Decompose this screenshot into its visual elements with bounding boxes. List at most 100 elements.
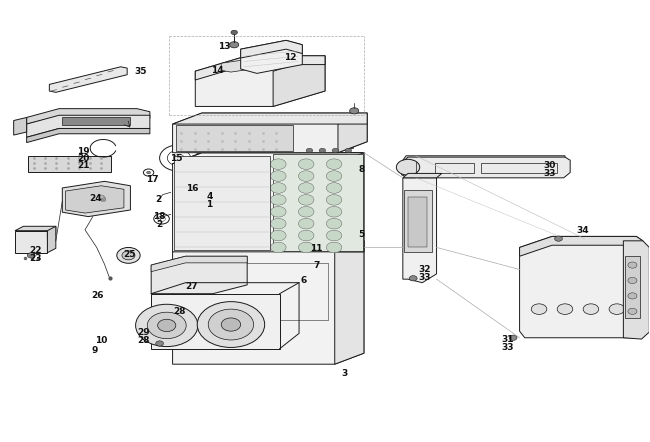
Circle shape [148, 312, 186, 339]
Polygon shape [335, 152, 364, 252]
Circle shape [231, 30, 237, 34]
Circle shape [298, 183, 314, 193]
Text: 24: 24 [90, 194, 102, 203]
Text: 25: 25 [123, 250, 135, 259]
Circle shape [319, 149, 326, 152]
Polygon shape [47, 226, 56, 253]
Circle shape [345, 149, 352, 152]
Circle shape [557, 304, 573, 314]
Circle shape [100, 197, 105, 201]
Circle shape [628, 278, 637, 284]
Polygon shape [403, 156, 565, 164]
Polygon shape [240, 40, 302, 58]
Polygon shape [519, 236, 643, 338]
Text: 32: 32 [419, 265, 431, 274]
Circle shape [326, 194, 342, 205]
Polygon shape [195, 56, 325, 80]
Circle shape [306, 149, 313, 152]
Text: 28: 28 [174, 307, 186, 316]
Polygon shape [27, 109, 150, 124]
Text: 20: 20 [77, 154, 90, 163]
Polygon shape [625, 256, 640, 318]
Circle shape [326, 230, 342, 241]
Text: 29: 29 [137, 328, 150, 336]
Circle shape [350, 108, 359, 114]
Text: 26: 26 [92, 290, 104, 300]
Text: 33: 33 [419, 273, 431, 282]
Polygon shape [519, 236, 643, 256]
Text: 22: 22 [29, 247, 42, 255]
Polygon shape [173, 241, 364, 364]
Text: 6: 6 [300, 276, 307, 285]
Circle shape [100, 196, 105, 199]
Polygon shape [623, 241, 649, 339]
Text: 31: 31 [502, 335, 514, 343]
Polygon shape [402, 157, 570, 178]
Circle shape [136, 304, 198, 347]
Bar [41, 125, 44, 128]
Polygon shape [273, 56, 325, 107]
Circle shape [298, 159, 314, 169]
Polygon shape [408, 197, 428, 248]
Polygon shape [14, 118, 27, 135]
Polygon shape [15, 231, 47, 253]
Polygon shape [15, 226, 56, 239]
Bar [306, 135, 314, 149]
Circle shape [628, 293, 637, 299]
Text: 21: 21 [77, 161, 90, 170]
Text: 33: 33 [502, 343, 514, 351]
Bar [344, 135, 353, 149]
Circle shape [197, 301, 265, 347]
Polygon shape [403, 173, 442, 178]
Circle shape [326, 171, 342, 181]
Circle shape [298, 218, 314, 229]
Circle shape [156, 341, 164, 346]
Circle shape [158, 319, 176, 332]
Polygon shape [62, 118, 131, 125]
Text: 19: 19 [77, 147, 90, 156]
Circle shape [270, 171, 286, 181]
Polygon shape [195, 56, 325, 107]
Circle shape [270, 218, 286, 229]
Circle shape [326, 242, 342, 253]
Circle shape [27, 253, 35, 258]
Circle shape [117, 248, 140, 263]
Text: 30: 30 [543, 161, 556, 171]
Text: 15: 15 [170, 154, 182, 163]
Circle shape [298, 206, 314, 217]
Circle shape [326, 206, 342, 217]
Polygon shape [151, 256, 247, 272]
Text: 5: 5 [358, 230, 365, 239]
Polygon shape [173, 113, 367, 152]
Circle shape [298, 194, 314, 205]
Text: 17: 17 [146, 175, 159, 183]
Polygon shape [49, 67, 127, 92]
Circle shape [298, 242, 314, 253]
Polygon shape [174, 156, 270, 250]
Circle shape [326, 218, 342, 229]
Polygon shape [27, 129, 150, 143]
Polygon shape [151, 256, 247, 293]
Polygon shape [151, 293, 280, 349]
Circle shape [298, 230, 314, 241]
Circle shape [326, 159, 342, 169]
Polygon shape [62, 181, 131, 217]
Text: 28: 28 [137, 336, 150, 345]
Text: 7: 7 [313, 261, 320, 271]
Circle shape [554, 236, 562, 241]
Polygon shape [173, 113, 367, 124]
Text: 13: 13 [218, 42, 230, 51]
Circle shape [270, 159, 286, 169]
Circle shape [531, 304, 547, 314]
Polygon shape [273, 154, 363, 251]
Polygon shape [173, 152, 364, 252]
Circle shape [270, 194, 286, 205]
Circle shape [326, 183, 342, 193]
Circle shape [583, 304, 599, 314]
Circle shape [147, 171, 151, 174]
Text: 1: 1 [207, 200, 213, 209]
Circle shape [99, 195, 104, 198]
Polygon shape [338, 113, 367, 152]
Text: 23: 23 [29, 254, 42, 263]
Polygon shape [176, 125, 292, 151]
